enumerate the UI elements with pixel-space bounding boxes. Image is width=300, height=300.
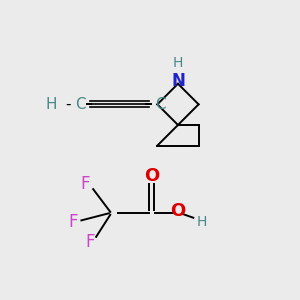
Text: O: O [170, 202, 186, 220]
Text: O: O [144, 167, 159, 185]
Text: F: F [69, 213, 78, 231]
Text: H: H [46, 97, 57, 112]
Text: H: H [196, 214, 207, 229]
Text: C: C [76, 97, 86, 112]
Text: -: - [65, 97, 70, 112]
Text: F: F [85, 233, 94, 251]
Text: H: H [173, 56, 183, 70]
Text: F: F [80, 176, 90, 194]
Text: N: N [171, 72, 185, 90]
Text: C: C [155, 97, 166, 112]
